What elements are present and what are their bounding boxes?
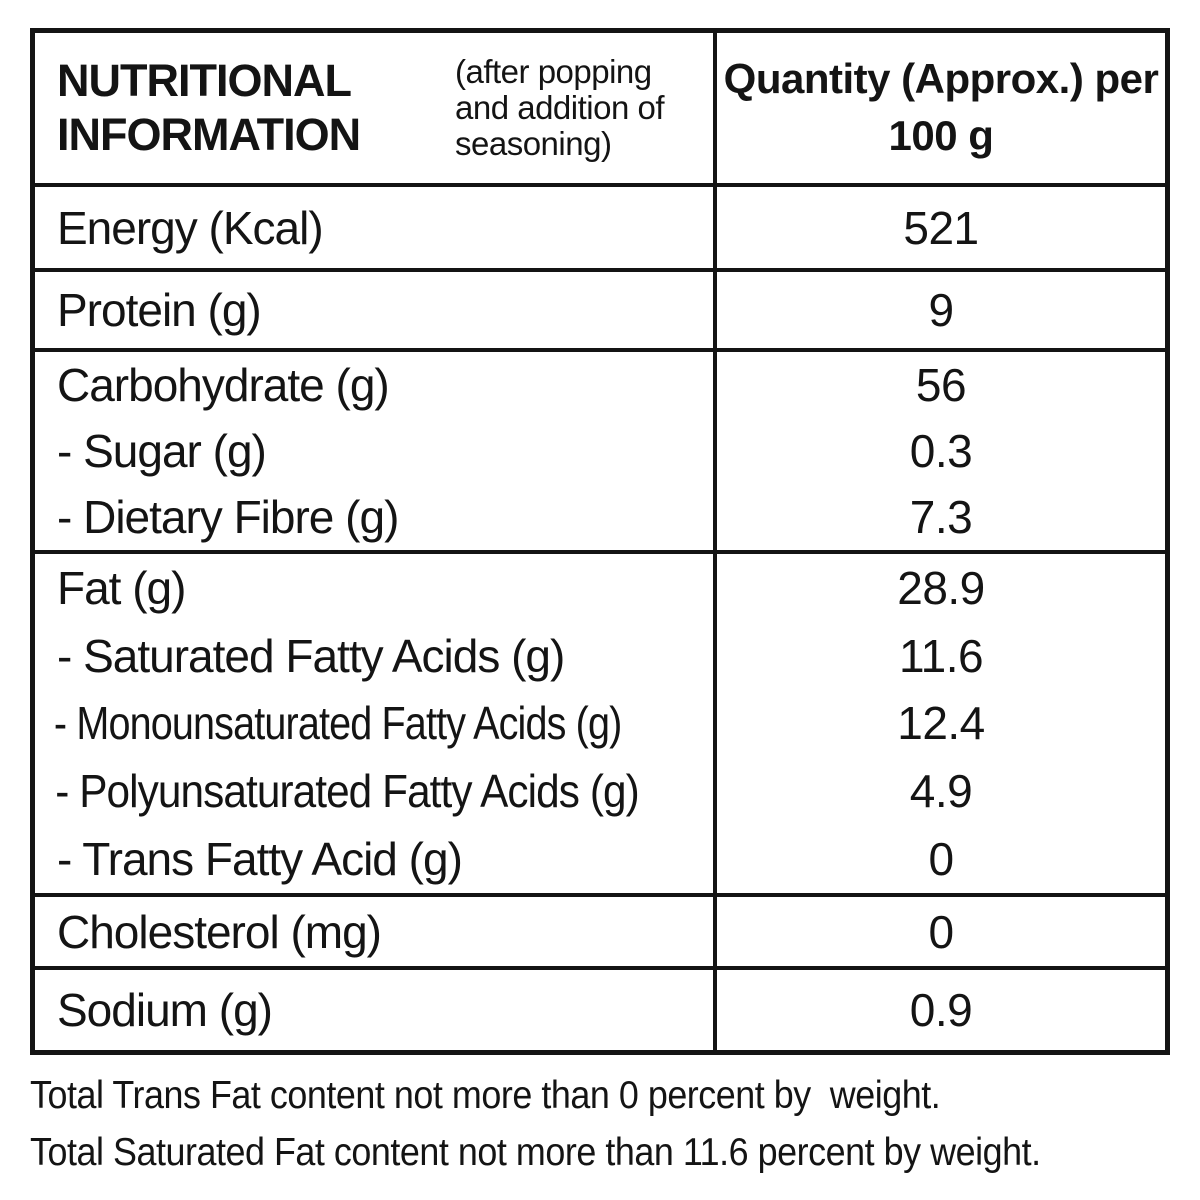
row-energy: Energy (Kcal) 521	[35, 183, 1165, 268]
value-carbohydrate: 56	[713, 352, 1165, 418]
value-polyunsaturated-fatty-acids: 4.9	[713, 757, 1165, 826]
label-carbohydrate: Carbohydrate (g)	[57, 359, 390, 411]
label-cholesterol: Cholesterol (mg)	[57, 905, 382, 958]
row-cholesterol: Cholesterol (mg) 0	[35, 893, 1165, 966]
label-trans-fatty-acid: - Trans Fatty Acid (g)	[57, 833, 463, 886]
label-energy: Energy (Kcal)	[57, 201, 324, 254]
label-sugar: - Sugar (g)	[57, 425, 267, 477]
row-group-fat: Fat (g) 28.9 - Saturated Fatty Acids (g)…	[35, 550, 1165, 893]
label-dietary-fibre: - Dietary Fibre (g)	[57, 491, 399, 543]
label-polyunsaturated-fatty-acids: - Polyunsaturated Fatty Acids (g)	[55, 765, 639, 818]
value-monounsaturated-fatty-acids: 12.4	[713, 689, 1165, 758]
table-subtitle: (after popping and addition of seasoning…	[455, 52, 665, 163]
label-monounsaturated-fatty-acids: - Monounsaturated Fatty Acids (g)	[53, 697, 622, 750]
quantity-column-header: Quantity (Approx.) per 100 g	[723, 55, 1159, 159]
footnotes: Total Trans Fat content not more than 0 …	[30, 1068, 1200, 1181]
table-header-row: NUTRITIONAL INFORMATION (after popping a…	[35, 33, 1165, 183]
row-sodium: Sodium (g) 0.9	[35, 966, 1165, 1050]
value-sodium: 0.9	[713, 970, 1165, 1050]
value-cholesterol: 0	[713, 897, 1165, 966]
row-protein: Protein (g) 9	[35, 268, 1165, 348]
label-sodium: Sodium (g)	[57, 984, 273, 1036]
nutrition-table: NUTRITIONAL INFORMATION (after popping a…	[30, 28, 1170, 1055]
row-group-carbohydrate: Carbohydrate (g) 56 - Sugar (g) 0.3 - Di…	[35, 348, 1165, 550]
value-trans-fatty-acid: 0	[713, 825, 1165, 893]
value-energy: 521	[713, 187, 1165, 268]
label-saturated-fatty-acids: - Saturated Fatty Acids (g)	[57, 629, 565, 682]
value-saturated-fatty-acids: 11.6	[713, 621, 1165, 690]
value-dietary-fibre: 7.3	[713, 484, 1165, 550]
label-protein: Protein (g)	[57, 284, 262, 336]
header-quantity-cell: Quantity (Approx.) per 100 g	[713, 33, 1165, 183]
value-fat: 28.9	[713, 554, 1165, 622]
label-fat: Fat (g)	[57, 561, 186, 614]
footnote-saturated-fat: Total Saturated Fat content not more tha…	[30, 1130, 1041, 1174]
value-sugar: 0.3	[713, 418, 1165, 484]
header-title-cell: NUTRITIONAL INFORMATION (after popping a…	[35, 33, 713, 183]
table-title: NUTRITIONAL INFORMATION	[57, 55, 361, 160]
value-protein: 9	[713, 272, 1165, 348]
footnote-trans-fat: Total Trans Fat content not more than 0 …	[30, 1074, 941, 1117]
